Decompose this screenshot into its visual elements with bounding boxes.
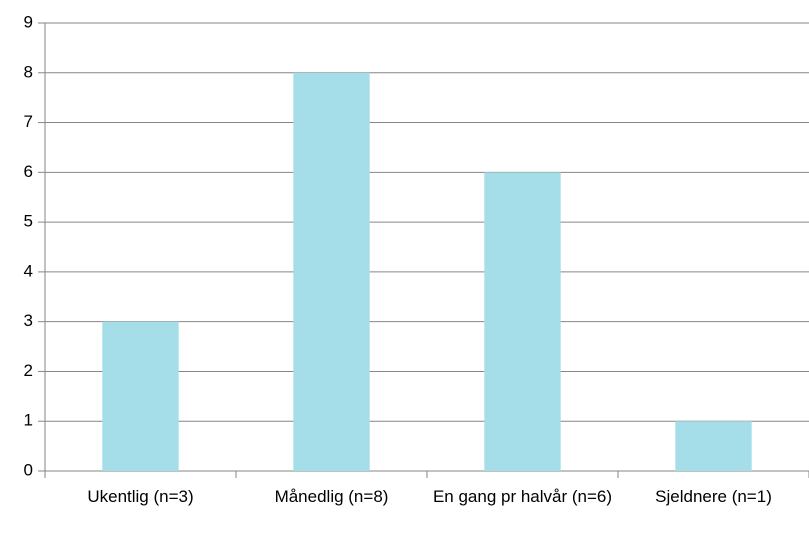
- x-tick-label: Ukentlig (n=3): [87, 487, 194, 506]
- y-tick-label: 9: [24, 12, 33, 31]
- bar: [293, 72, 370, 472]
- bar: [484, 172, 561, 472]
- y-tick-label: 1: [24, 411, 33, 430]
- y-tick-label: 3: [24, 311, 33, 330]
- y-tick-label: 7: [24, 112, 33, 131]
- x-tick-label: Månedlig (n=8): [274, 487, 389, 506]
- bar: [102, 321, 179, 471]
- y-tick-label: 2: [24, 361, 33, 380]
- y-tick-label: 0: [24, 460, 33, 479]
- y-tick-label: 4: [24, 261, 33, 280]
- x-tick-label: En gang pr halvår (n=6): [432, 487, 613, 506]
- y-tick-label: 6: [24, 162, 33, 181]
- x-tick-label: Sjeldnere (n=1): [655, 487, 772, 506]
- bar: [675, 421, 752, 471]
- y-tick-label: 5: [24, 212, 33, 231]
- y-tick-label: 8: [24, 62, 33, 81]
